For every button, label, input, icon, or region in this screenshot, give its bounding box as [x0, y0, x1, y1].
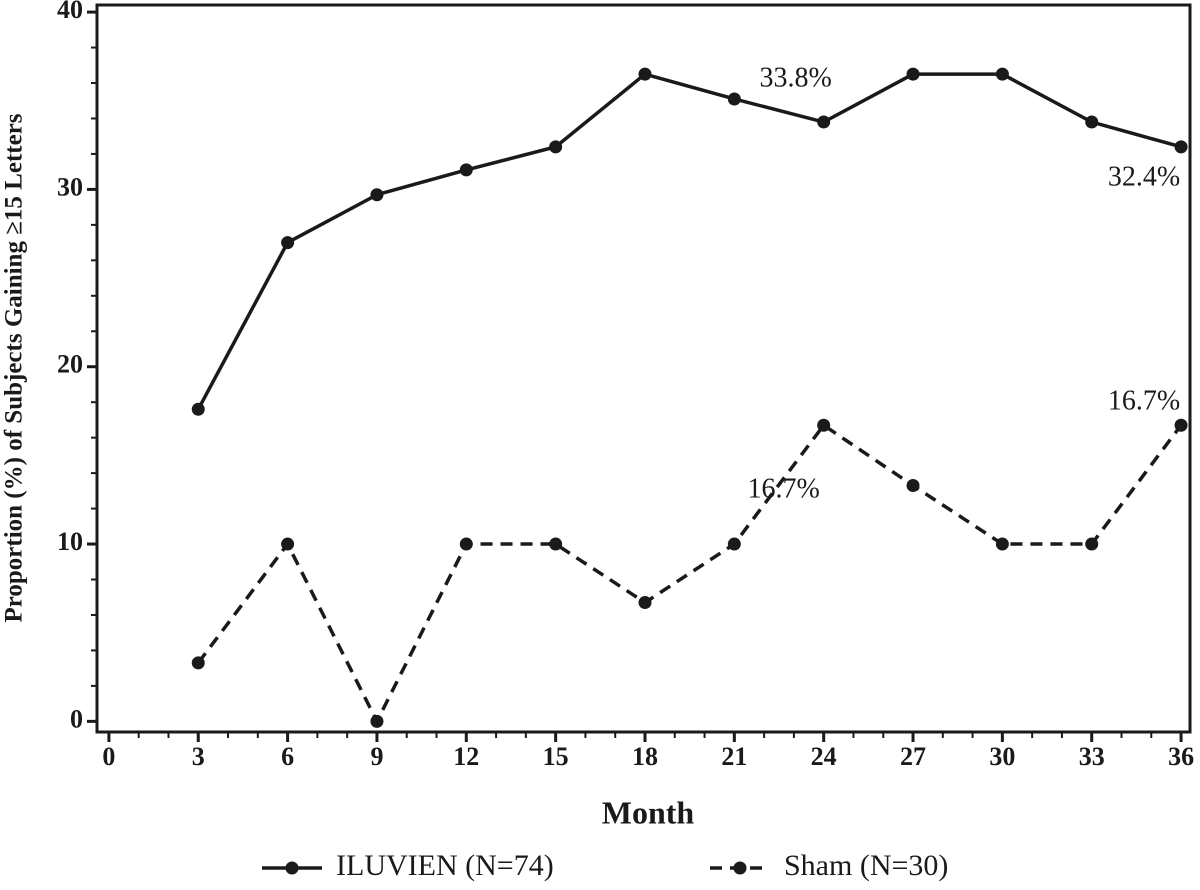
x-tick-label: 18: [632, 742, 658, 771]
data-point: [906, 479, 920, 493]
x-tick-label: 33: [1079, 742, 1105, 771]
x-tick-label: 36: [1168, 742, 1194, 771]
data-point: [995, 537, 1009, 551]
data-label: 33.8%: [760, 62, 832, 93]
plot-frame: [95, 3, 1192, 734]
data-point: [459, 163, 473, 177]
data-label: 32.4%: [1108, 161, 1180, 192]
data-point: [191, 656, 205, 670]
legend-label: ILUVIEN (N=74): [336, 849, 554, 882]
data-point: [638, 67, 652, 81]
data-point: [1174, 140, 1188, 154]
y-tick-label: 0: [70, 704, 83, 733]
data-point: [1085, 537, 1099, 551]
data-point: [549, 537, 563, 551]
data-point: [995, 67, 1009, 81]
x-tick-label: 15: [543, 742, 569, 771]
series-line: [196, 422, 1183, 726]
y-tick-label: 30: [57, 172, 83, 201]
data-point: [727, 92, 741, 106]
x-axis-title: Month: [602, 794, 695, 830]
data-point: [281, 236, 295, 250]
data-point: [459, 537, 473, 551]
legend-marker: [733, 861, 747, 875]
y-tick-label: 20: [57, 350, 83, 379]
x-tick-label: 0: [102, 742, 115, 771]
data-point: [370, 188, 384, 202]
x-tick-label: 12: [453, 742, 479, 771]
x-tick-label: 3: [192, 742, 205, 771]
data-point: [1174, 418, 1188, 432]
data-point: [191, 402, 205, 416]
x-tick-label: 9: [370, 742, 383, 771]
data-point: [817, 418, 831, 432]
legend-marker: [285, 861, 299, 875]
data-point: [727, 537, 741, 551]
data-label: 16.7%: [748, 474, 820, 505]
data-point: [906, 67, 920, 81]
data-point: [817, 115, 831, 129]
data-label: 16.7%: [1108, 386, 1180, 417]
data-point: [638, 596, 652, 610]
x-tick-label: 30: [989, 742, 1015, 771]
x-tick-label: 24: [811, 742, 837, 771]
y-tick-label: 10: [57, 527, 83, 556]
legend-label: Sham (N=30): [784, 849, 948, 882]
y-tick-label: 40: [57, 0, 83, 24]
x-tick-label: 27: [900, 742, 926, 771]
data-point: [549, 140, 563, 154]
y-axis-title: Proportion (%) of Subjects Gaining ≥15 L…: [1, 113, 28, 622]
data-point: [1085, 115, 1099, 129]
data-point: [370, 714, 384, 728]
series-line: [196, 72, 1182, 411]
data-point: [281, 537, 295, 551]
x-tick-label: 21: [721, 742, 747, 771]
x-tick-label: 6: [281, 742, 294, 771]
